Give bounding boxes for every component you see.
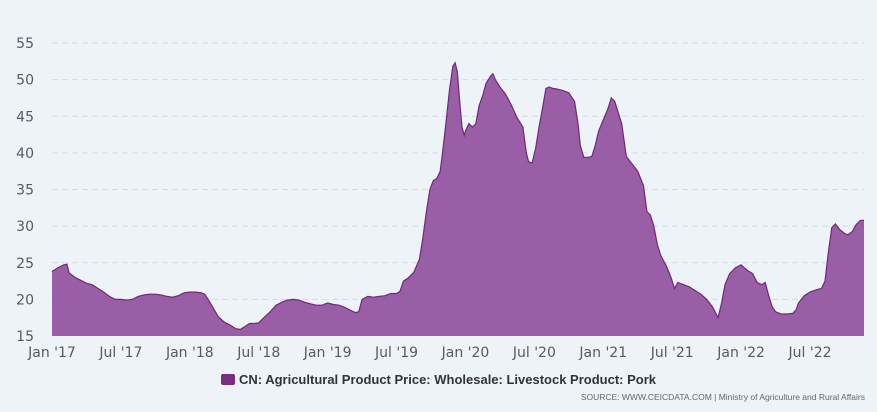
y-tick-label: 55 (16, 36, 34, 52)
x-tick-label: Jul '19 (374, 345, 418, 361)
x-tick-label: Jul '21 (650, 345, 694, 361)
series-line (51, 61, 864, 331)
y-tick-label: 50 (16, 73, 34, 89)
x-axis-ticks: Jan '17 Jul '17 Jan '18 Jul '18 Jan '19 Jul '… (27, 345, 831, 361)
y-tick-label: 25 (16, 256, 34, 272)
y-tick-label: 15 (16, 329, 34, 345)
x-tick-label: Jan '22 (716, 345, 765, 361)
x-tick-label: Jul '22 (788, 345, 832, 361)
series-area (52, 62, 864, 337)
y-tick-label: 35 (16, 183, 34, 199)
x-tick-label: Jan '17 (27, 345, 76, 361)
x-tick-label: Jan '18 (165, 345, 214, 361)
y-tick-label: 20 (16, 292, 34, 308)
x-tick-label: Jul '17 (98, 345, 142, 361)
x-tick-label: Jul '18 (236, 345, 280, 361)
legend[interactable]: CN: Agricultural Product Price: Wholesal… (0, 372, 877, 387)
y-tick-label: 30 (16, 219, 34, 235)
legend-swatch (220, 374, 235, 385)
legend-label: CN: Agricultural Product Price: Wholesal… (238, 372, 657, 387)
x-tick-label: Jan '20 (441, 345, 490, 361)
y-axis-ticks: 15 20 25 30 35 40 45 50 55 (16, 36, 34, 345)
y-tick-label: 45 (16, 109, 34, 125)
x-tick-label: Jan '21 (578, 345, 627, 361)
x-tick-label: Jul '20 (512, 345, 556, 361)
x-tick-label: Jan '19 (303, 345, 352, 361)
y-tick-label: 40 (16, 146, 34, 162)
source-note: SOURCE: WWW.CEICDATA.COM | Ministry of A… (580, 392, 865, 402)
